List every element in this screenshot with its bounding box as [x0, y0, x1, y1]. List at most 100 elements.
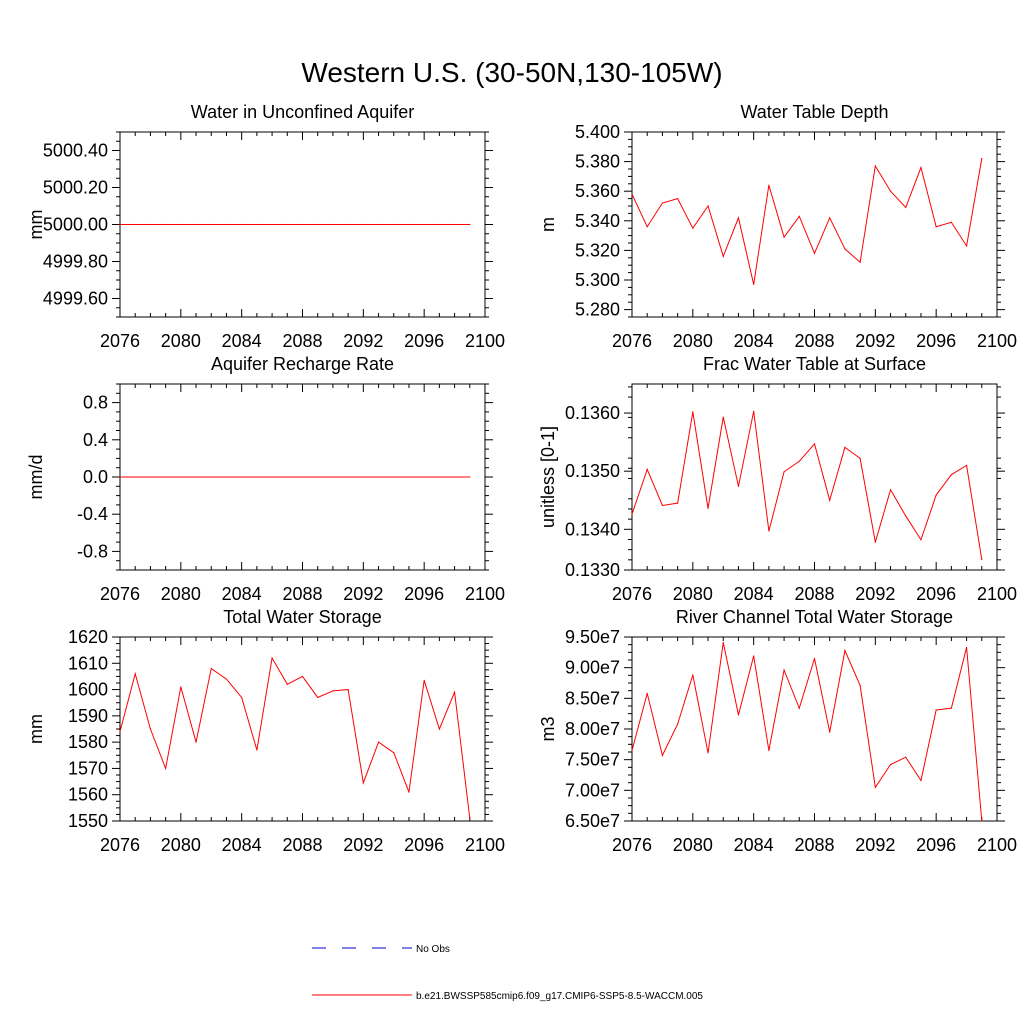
river-channel-storage-point [844, 649, 846, 652]
river-channel-storage-xtick-label: 2076 [612, 835, 652, 855]
recharge-rate-point [210, 476, 212, 478]
river-channel-storage-point [768, 749, 770, 752]
total-water-storage-point [438, 728, 440, 730]
water-table-depth-xtick-label: 2092 [855, 331, 895, 351]
river-channel-storage-xtick-label: 2092 [855, 835, 895, 855]
river-channel-storage-point [935, 709, 937, 711]
aquifer-water-ylabel: mm [26, 210, 46, 240]
frac-water-table-point [905, 515, 907, 517]
recharge-rate-point [134, 476, 136, 478]
aquifer-water-point [347, 223, 349, 226]
total-water-storage-point [256, 749, 258, 751]
water-table-depth-ytick-label: 5.280 [575, 300, 620, 320]
water-table-depth-point [920, 166, 922, 169]
aquifer-water-point [119, 223, 121, 226]
water-table-depth-point [646, 226, 648, 228]
aquifer-water-point [423, 223, 425, 226]
aquifer-water-point [210, 223, 212, 226]
frac-water-table-point [965, 464, 968, 466]
river-channel-storage-point [859, 684, 861, 687]
frac-water-table-point [920, 539, 922, 541]
recharge-rate-xtick-label: 2100 [465, 584, 505, 604]
recharge-rate-point [195, 476, 197, 478]
water-table-depth-ytick-label: 5.360 [575, 181, 620, 201]
recharge-rate-ylabel: mm/d [26, 455, 46, 500]
total-water-storage-point [149, 728, 152, 730]
panel-river-channel-storage: River Channel Total Water Storage m3 2076 2… [538, 607, 1017, 855]
water-table-depth-point [813, 252, 816, 254]
water-table-depth-point [935, 226, 937, 228]
recharge-rate-point [438, 476, 440, 478]
frac-water-table-frame [631, 383, 998, 571]
aquifer-water-point [317, 223, 319, 226]
recharge-rate-ytick-label: -0.8 [77, 541, 108, 561]
total-water-storage-ytick-label: 1620 [68, 627, 108, 647]
river-channel-storage-point [783, 669, 785, 671]
total-water-storage-ytick-label: 1610 [68, 653, 108, 673]
aquifer-water-title: Water in Unconfined Aquifer [191, 102, 414, 122]
total-water-storage-ytick-label: 1550 [68, 811, 108, 831]
frac-water-table-point [692, 411, 694, 413]
aquifer-water-ytick-label: 4999.60 [43, 289, 108, 309]
water-table-depth-point [707, 205, 709, 207]
river-channel-storage-point [631, 749, 633, 752]
river-channel-storage-ytick-label: 7.00e7 [565, 780, 620, 800]
frac-water-table-ytick-label: 0.1360 [565, 403, 620, 423]
frac-water-table-point [981, 558, 983, 561]
frac-water-table-point [783, 471, 785, 473]
aquifer-water-point [165, 223, 167, 226]
recharge-rate-ytick-label: -0.4 [77, 504, 108, 524]
recharge-rate-title: Aquifer Recharge Rate [211, 354, 394, 374]
river-channel-storage-point [920, 779, 922, 782]
panel-recharge-rate: Aquifer Recharge Rate mm/d 2076 2080 2084 208… [26, 354, 505, 604]
total-water-storage-point [377, 741, 380, 743]
frac-water-table-point [646, 468, 648, 471]
aquifer-water-point [332, 223, 334, 226]
recharge-rate-ytick-label: 0.8 [83, 393, 108, 413]
recharge-rate-point [165, 476, 167, 478]
recharge-rate-point [301, 476, 304, 478]
river-channel-storage-point [646, 692, 648, 695]
total-water-storage-point [362, 782, 364, 784]
legend: No Obs b.e21.BWSSP585cmip6.f09_g17.CMIP6… [312, 944, 703, 1002]
frac-water-table-point [631, 513, 633, 515]
aquifer-water-xtick-label: 2080 [161, 331, 201, 351]
total-water-storage-xtick-label: 2080 [161, 835, 201, 855]
river-channel-storage-point [753, 655, 755, 657]
frac-water-table-point [844, 446, 846, 448]
total-water-storage-point [134, 673, 136, 675]
aquifer-water-point [180, 223, 182, 226]
frac-water-table-point [798, 460, 800, 462]
total-water-storage-point [393, 752, 395, 754]
aquifer-water-point [256, 223, 258, 226]
water-table-depth-point [829, 217, 831, 219]
total-water-storage-point [317, 696, 319, 699]
aquifer-water-point [301, 223, 304, 226]
total-water-storage-xtick-label: 2076 [100, 835, 140, 855]
frac-water-table-point [950, 474, 952, 476]
aquifer-water-ytick-label: 5000.00 [43, 215, 108, 235]
total-water-storage-series-line [119, 656, 471, 819]
aquifer-water-xtick-label: 2076 [100, 331, 140, 351]
river-channel-storage-point [737, 714, 740, 716]
water-table-depth-point [677, 198, 679, 200]
aquifer-water-point [453, 223, 456, 226]
recharge-rate-xtick-label: 2088 [282, 584, 322, 604]
river-channel-storage-point [707, 752, 709, 754]
water-table-depth-ytick-label: 5.300 [575, 270, 620, 290]
river-channel-storage-ytick-label: 8.00e7 [565, 719, 620, 739]
water-table-depth-xtick-label: 2100 [977, 331, 1017, 351]
river-channel-storage-xtick-label: 2096 [916, 835, 956, 855]
frac-water-table-point [768, 530, 770, 532]
recharge-rate-point [347, 476, 349, 478]
river-channel-storage-xtick-label: 2080 [673, 835, 713, 855]
frac-water-table-point [889, 489, 892, 491]
recharge-rate-point [453, 476, 456, 478]
river-channel-storage-series-line [631, 642, 983, 822]
frac-water-table-xtick-label: 2076 [612, 584, 652, 604]
recharge-rate-point [317, 476, 319, 478]
frac-water-table-xtick-label: 2080 [673, 584, 713, 604]
water-table-depth-point [783, 236, 785, 238]
aquifer-water-ytick-label: 5000.40 [43, 141, 108, 161]
frac-water-table-xtick-label: 2096 [916, 584, 956, 604]
